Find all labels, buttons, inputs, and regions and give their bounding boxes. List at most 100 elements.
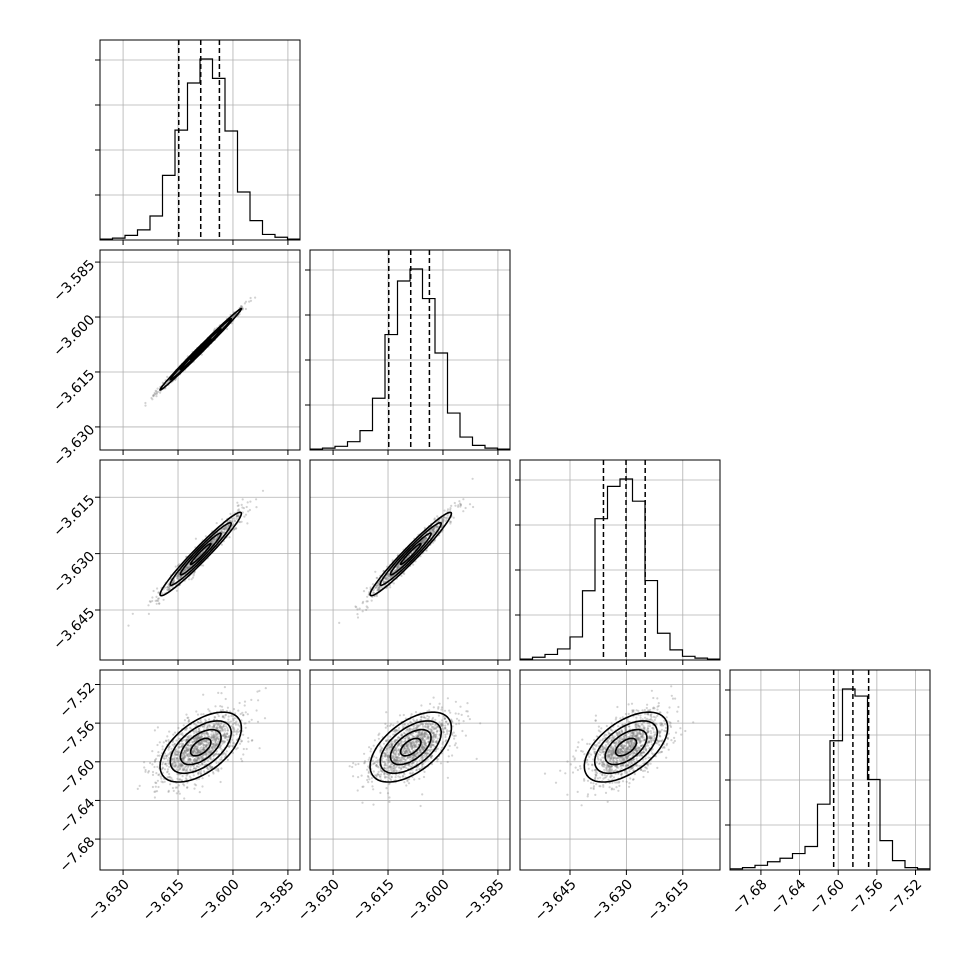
sample-point — [422, 541, 425, 544]
sample-point — [416, 735, 419, 738]
sample-point — [187, 748, 190, 752]
sample-point — [422, 746, 425, 749]
sample-point — [177, 790, 180, 793]
sample-point — [462, 510, 465, 513]
sample-point — [211, 725, 214, 729]
sample-point — [412, 725, 415, 728]
sample-point — [224, 752, 227, 755]
sample-point — [424, 536, 427, 540]
sample-point — [453, 737, 456, 740]
sample-point — [196, 721, 200, 724]
sample-point — [195, 710, 198, 713]
sample-point — [392, 770, 395, 773]
sample-point — [264, 687, 267, 690]
contour-level-1 — [179, 328, 222, 371]
sample-point — [429, 756, 432, 759]
sample-point — [173, 753, 176, 756]
sample-point — [224, 714, 227, 717]
sample-point — [386, 577, 389, 580]
sample-point — [212, 742, 215, 745]
sample-point — [189, 758, 192, 761]
sample-point — [396, 567, 399, 570]
sample-point — [202, 749, 206, 752]
sample-point — [167, 789, 170, 793]
sample-point — [216, 735, 219, 739]
sample-point — [200, 713, 203, 716]
sample-point — [184, 568, 187, 571]
sample-point — [191, 751, 194, 754]
sample-point — [420, 747, 424, 750]
sample-point — [171, 582, 174, 585]
sample-point — [389, 767, 392, 770]
sample-point — [195, 723, 198, 727]
sample-point — [154, 392, 157, 395]
sample-point — [395, 765, 398, 768]
histogram-bars — [520, 478, 720, 660]
sample-point — [440, 723, 443, 727]
sample-point — [442, 519, 445, 522]
sample-point — [193, 737, 196, 740]
sample-point — [209, 750, 212, 753]
sample-point — [431, 722, 434, 725]
sample-point — [185, 713, 188, 716]
sample-point — [212, 538, 216, 541]
sample-point — [173, 757, 176, 761]
sample-point — [203, 760, 206, 763]
sample-point — [202, 746, 205, 749]
sample-point — [420, 755, 423, 758]
sample-point — [165, 739, 168, 743]
sample-point — [198, 736, 201, 739]
sample-point — [385, 711, 388, 714]
sample-point — [217, 722, 221, 726]
sample-point — [184, 756, 187, 759]
sample-point — [198, 737, 201, 740]
sample-point — [406, 556, 409, 559]
panel-frame — [99, 459, 301, 661]
sample-point — [189, 734, 192, 737]
sample-point — [423, 731, 426, 735]
sample-point — [184, 749, 187, 752]
sample-point — [186, 564, 189, 568]
sample-point — [409, 746, 412, 749]
sample-point — [371, 583, 374, 586]
sample-point — [196, 756, 199, 760]
sample-point — [215, 739, 218, 742]
sample-point — [407, 756, 410, 760]
sample-point — [197, 751, 200, 754]
sample-point — [196, 735, 199, 739]
sample-point — [155, 781, 158, 785]
sample-point — [188, 759, 191, 762]
sample-point — [393, 764, 396, 767]
sample-point — [410, 744, 413, 747]
sample-point — [205, 745, 208, 748]
sample-point — [426, 723, 429, 726]
sample-point — [233, 728, 236, 731]
sample-point — [202, 754, 205, 757]
sample-point — [338, 621, 341, 625]
sample-point — [184, 568, 187, 571]
sample-point — [194, 750, 197, 754]
sample-point — [176, 777, 179, 780]
sample-point — [181, 733, 184, 736]
sample-point — [199, 747, 202, 750]
sample-point — [246, 501, 249, 504]
sample-point — [189, 744, 192, 747]
sample-point — [454, 700, 457, 703]
sample-point — [397, 564, 400, 567]
sample-point — [217, 737, 220, 740]
scatter-panel-3-1 — [309, 669, 511, 875]
sample-point — [188, 736, 191, 739]
sample-point — [176, 577, 179, 580]
sample-point — [394, 729, 397, 732]
sample-point — [432, 529, 435, 532]
sample-point — [212, 743, 215, 746]
sample-point — [198, 743, 201, 746]
sample-point — [416, 727, 419, 730]
sample-point — [194, 767, 197, 770]
sample-point — [385, 578, 388, 581]
sample-point — [435, 740, 438, 743]
sample-point — [194, 739, 197, 742]
sample-point — [204, 752, 207, 755]
sample-point — [222, 729, 225, 732]
sample-point — [191, 761, 194, 764]
